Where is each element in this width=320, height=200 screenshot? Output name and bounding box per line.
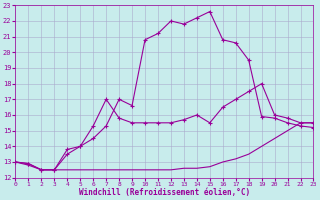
- X-axis label: Windchill (Refroidissement éolien,°C): Windchill (Refroidissement éolien,°C): [79, 188, 250, 197]
